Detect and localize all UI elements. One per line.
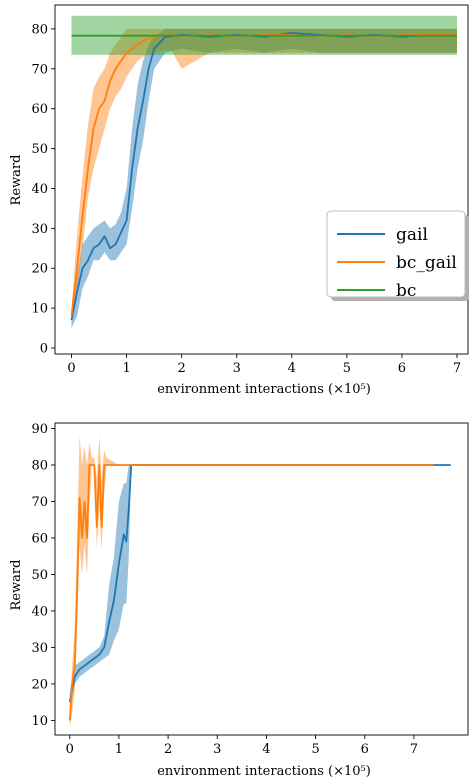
top-chart-x-label: environment interactions (×10⁵) [157,382,371,397]
bottom-chart-bc-gail-line [68,464,434,721]
bottom-chart-y-label: Reward [9,560,24,611]
legend-gail-label: gail [396,225,428,245]
top-chart-y-tick-label: 70 [31,62,48,77]
bottom-chart-y-ticks: 10 20 30 40 50 60 70 80 90 [31,422,55,729]
bottom-chart-x-label: environment interactions (×10⁵) [157,764,371,779]
top-chart-legend: gail bc_gail bc [326,210,469,301]
bottom-chart-frame [54,422,469,736]
bottom-chart-lines [68,464,451,721]
top-chart-frame [54,4,469,355]
top-chart-x-tick-label: 1 [122,361,130,376]
bottom-chart-y-tick-label: 70 [31,495,48,510]
bottom-chart-x-tick-label: 0 [66,742,74,757]
top-chart-y-tick-label: 0 [40,342,48,357]
top-chart: 0 1 2 3 4 5 6 7 0 10 20 30 40 50 60 70 80 environment i… [9,4,469,397]
legend-box [326,210,466,298]
bottom-chart: 0 1 2 3 4 5 6 7 10 20 30 40 50 60 70 80 90 environment … [9,422,469,779]
bottom-chart-x-ticks: 0 1 2 3 4 5 6 7 [66,735,418,757]
bottom-chart-x-tick-label: 2 [164,742,172,757]
top-chart-x-tick-label: 5 [343,361,351,376]
bottom-chart-x-tick-label: 7 [410,742,418,757]
bottom-chart-y-tick-label: 90 [31,422,48,437]
top-chart-y-tick-label: 80 [31,22,48,37]
bottom-chart-x-tick-label: 4 [262,742,270,757]
top-chart-y-tick-label: 40 [31,182,48,197]
top-chart-x-tick-label: 7 [453,361,461,376]
top-chart-x-tick-label: 0 [67,361,75,376]
top-chart-lines [70,32,457,321]
top-chart-x-tick-label: 6 [398,361,406,376]
top-chart-y-tick-label: 50 [31,142,48,157]
bottom-chart-y-tick-label: 60 [31,531,48,546]
bottom-chart-x-tick-label: 6 [361,742,369,757]
bottom-chart-x-tick-label: 3 [213,742,221,757]
top-chart-y-ticks: 0 10 20 30 40 50 60 70 80 [31,22,55,357]
top-chart-y-tick-label: 60 [31,102,48,117]
bottom-chart-y-tick-label: 40 [31,604,48,619]
top-chart-y-tick-label: 20 [31,262,48,277]
bottom-chart-x-tick-label: 1 [115,742,123,757]
top-chart-x-tick-label: 3 [233,361,241,376]
top-chart-x-ticks: 0 1 2 3 4 5 6 7 [67,354,461,376]
top-chart-y-tick-label: 10 [31,302,48,317]
top-chart-bc-gail-band [71,28,457,325]
top-chart-y-tick-label: 30 [31,222,48,237]
bottom-chart-x-tick-label: 5 [311,742,319,757]
top-chart-y-label: Reward [9,155,24,206]
top-chart-x-tick-label: 4 [288,361,296,376]
bottom-chart-bands [69,435,451,728]
top-chart-x-tick-label: 2 [178,361,186,376]
bottom-chart-y-tick-label: 50 [31,568,48,583]
bottom-chart-y-tick-label: 80 [31,458,48,473]
legend-bc-label: bc [396,281,416,301]
bottom-chart-y-tick-label: 10 [31,714,48,729]
bottom-chart-y-tick-label: 20 [31,677,48,692]
bottom-chart-gail-band [69,465,451,710]
legend-bc-gail-label: bc_gail [396,253,457,273]
bottom-chart-y-tick-label: 30 [31,641,48,656]
